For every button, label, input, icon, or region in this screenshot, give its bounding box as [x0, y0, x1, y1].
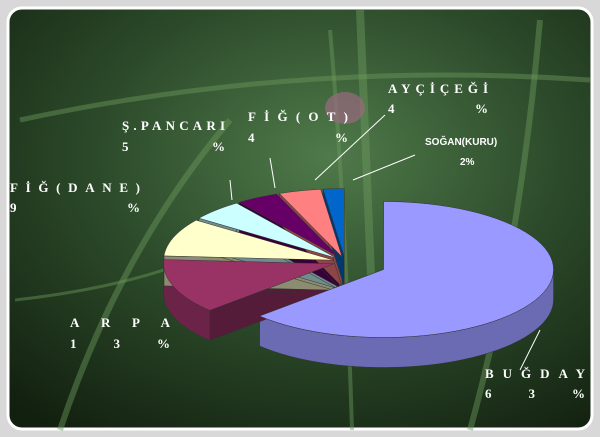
category-label: SOĞAN(KURU) — [425, 135, 497, 148]
pie — [163, 188, 554, 368]
category-label: Ş.PANCARI — [122, 118, 225, 133]
slice — [322, 188, 345, 257]
leader-line — [229, 179, 233, 201]
slice — [198, 202, 337, 259]
slice — [258, 201, 554, 338]
slice — [163, 259, 334, 311]
slice — [163, 219, 334, 261]
slice — [238, 193, 340, 258]
leader-line — [269, 157, 276, 189]
leader-line — [352, 154, 416, 181]
leader-line — [519, 329, 541, 371]
value-label: 2% — [460, 157, 475, 168]
leader-line — [314, 114, 386, 181]
onion-flower — [325, 92, 365, 124]
slice — [278, 189, 343, 257]
category-label: FİĞ(DANE) — [10, 180, 140, 195]
